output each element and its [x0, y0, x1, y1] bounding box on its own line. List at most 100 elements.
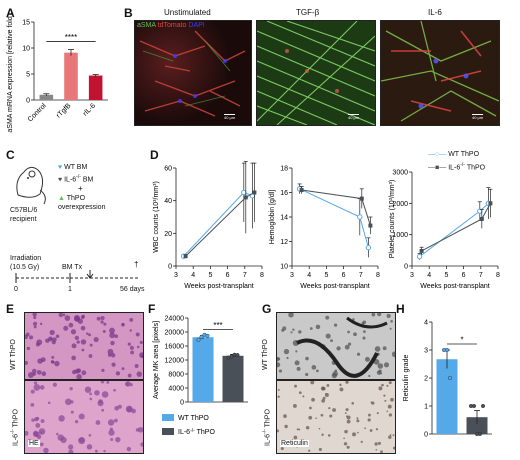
- tissue-cell: [110, 438, 114, 442]
- panel-b-stain-legend: aSMA tdTomato DAPI: [137, 22, 205, 29]
- tissue-cell: [296, 428, 299, 431]
- tissue-cell: [352, 432, 356, 437]
- tissue-cell: [380, 372, 383, 375]
- y-tick-label: 14: [280, 215, 288, 222]
- tissue-cell: [310, 381, 315, 385]
- tissue-cell: [96, 316, 101, 321]
- y-tick-label: 18: [280, 166, 288, 173]
- tissue-cell: [325, 333, 331, 339]
- tissue-cell: [39, 442, 44, 447]
- tissue-cell: [108, 429, 115, 436]
- legend-swatch-wt: [162, 414, 174, 421]
- tissue-cell: [362, 336, 366, 340]
- tissue-cell: [318, 447, 322, 451]
- tissue-cell: [33, 325, 37, 329]
- bone-icon-wt: ♥: [58, 164, 63, 171]
- tissue-cell: [47, 401, 51, 405]
- tissue-cell: [71, 369, 77, 375]
- tissue-cell: [377, 313, 382, 317]
- stain-dapi: DAPI: [188, 22, 205, 29]
- scalebar-2: 40 μm: [348, 114, 360, 120]
- tissue-cell: [380, 450, 383, 453]
- tissue-cell: [60, 436, 67, 444]
- tissue-cell: [386, 313, 391, 319]
- tissue-cell: [127, 342, 131, 346]
- tissue-cell: [344, 429, 348, 434]
- tissue-cell: [40, 431, 43, 434]
- y-tick-label: 40: [164, 198, 172, 205]
- tissue-cell: [74, 335, 80, 341]
- tissue-cell: [315, 324, 321, 330]
- tissue-cell: [31, 418, 35, 422]
- y-tick-label: 4000: [168, 386, 184, 393]
- panel-f-bar-chart: 0 4000 8000 12000 16000 20000 24000 Average MK …: [153, 316, 248, 436]
- tissue-cell: [377, 363, 384, 369]
- tissue-cell: [347, 330, 350, 334]
- legend-wt-marker: —○—: [428, 151, 447, 158]
- micrograph-unstimulated: [134, 20, 252, 126]
- tissue-cell: [343, 442, 348, 446]
- tissue-cell: [333, 323, 338, 327]
- tissue-cell: [100, 320, 104, 324]
- reticulin-wt-texture: [277, 313, 395, 379]
- panel-letter-h: H: [396, 302, 405, 316]
- panel-letter-b: B: [124, 6, 133, 20]
- tissue-cell: [392, 446, 395, 450]
- tissue-cell: [363, 330, 366, 334]
- legend-il6-thpo: —■— IL-6-/- ThPO: [428, 162, 486, 172]
- data-point-il6: [183, 254, 188, 259]
- y-tick-label: 16: [280, 190, 288, 197]
- panel-c-schematic: C57BL/6 recipient ♥ WT BM ♥ IL-6-/- BM +…: [10, 160, 150, 300]
- data-point: [445, 348, 450, 353]
- data-point: [471, 403, 476, 408]
- mouse-icon: [16, 166, 46, 205]
- data-point-il6: [359, 196, 364, 201]
- bar: [436, 359, 458, 434]
- tissue-cell: [26, 346, 31, 351]
- tissue-cell: [35, 422, 41, 428]
- tissue-cell: [111, 362, 116, 367]
- tissue-cell: [351, 402, 355, 405]
- tissue-cell: [86, 332, 89, 336]
- tissue-cell: [139, 340, 143, 345]
- micrograph-tgfb: [256, 20, 376, 126]
- g-label-wt: WT ThPO: [262, 339, 269, 370]
- tissue-cell: [88, 434, 92, 437]
- tissue-cell: [81, 370, 87, 376]
- tissue-cell: [345, 381, 349, 384]
- tissue-cell: [89, 392, 92, 396]
- tissue-cell: [25, 360, 29, 365]
- tissue-cell: [135, 332, 140, 337]
- data-point: [196, 337, 201, 342]
- y-tick-label: 3000: [392, 170, 408, 177]
- tissue-cell: [115, 436, 121, 443]
- legend-il6-bm: ♥ IL-6-/- BM: [58, 174, 94, 184]
- tissue-cell: [136, 345, 140, 349]
- tissue-cell: [309, 327, 313, 330]
- tissue-cell: [130, 350, 135, 355]
- tissue-cell: [52, 337, 57, 342]
- tissue-cell: [364, 356, 370, 362]
- tissue-cell: [137, 426, 143, 433]
- x-axis-label: Weeks post-transplant: [184, 283, 254, 290]
- tissue-cell: [80, 325, 86, 331]
- x-tick-label: 3: [290, 272, 294, 279]
- data-point: [205, 333, 210, 338]
- tissue-cell: [100, 381, 105, 384]
- y-tick-label: 0: [180, 400, 184, 407]
- fibrosis-streak: [346, 316, 388, 329]
- x-tick-label: 6: [462, 272, 466, 279]
- tissue-cell: [322, 396, 326, 400]
- tissue-cell: [110, 340, 115, 346]
- tissue-cell: [305, 356, 309, 361]
- bar: [39, 94, 54, 100]
- tissue-cell: [374, 346, 381, 352]
- tissue-cell: [33, 384, 41, 391]
- y-tick-label: 12: [280, 239, 288, 246]
- tissue-cell: [387, 404, 392, 409]
- y-tick-label: 1: [424, 404, 428, 411]
- tissue-cell: [80, 339, 87, 345]
- tissue-cell: [288, 313, 294, 318]
- tissue-cell: [294, 384, 297, 388]
- data-point: [235, 353, 240, 358]
